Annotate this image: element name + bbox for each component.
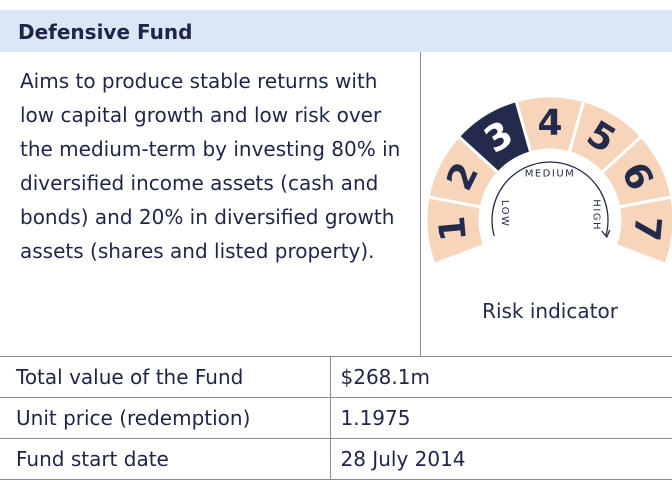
risk-level: 1 bbox=[432, 214, 475, 243]
scale-label: MEDIUM bbox=[525, 169, 576, 180]
scale-label: HIGH bbox=[590, 199, 601, 231]
scale-arrow bbox=[601, 229, 611, 239]
description: Aims to produce stable returns with low … bbox=[20, 69, 401, 263]
value-cell: 1.1975 bbox=[329, 397, 672, 439]
risk-segment bbox=[613, 195, 672, 267]
label-cell: Unit price (redemption) bbox=[0, 397, 331, 439]
value-cell: $268.1m bbox=[329, 356, 672, 398]
risk-level: 7 bbox=[625, 214, 668, 243]
divider bbox=[420, 52, 421, 356]
value-cell: 28 July 2014 bbox=[329, 438, 672, 480]
scale-label: LOW bbox=[499, 200, 510, 227]
fund-table: Total value of the Fund $268.1m Unit price… bbox=[0, 356, 672, 480]
caption: Risk indicator bbox=[482, 299, 619, 323]
table-row: Fund start date 28 July 2014 bbox=[0, 438, 672, 480]
table-row: Unit price (redemption) 1.1975 bbox=[0, 397, 672, 439]
scale-arc bbox=[491, 161, 609, 237]
label-cell: Fund start date bbox=[0, 438, 331, 480]
header: Defensive Fund bbox=[0, 10, 672, 52]
label-cell: Total value of the Fund bbox=[0, 356, 331, 398]
title: Defensive Fund bbox=[18, 20, 193, 44]
risk-level: 4 bbox=[537, 103, 562, 144]
table-row: Total value of the Fund $268.1m bbox=[0, 356, 672, 398]
